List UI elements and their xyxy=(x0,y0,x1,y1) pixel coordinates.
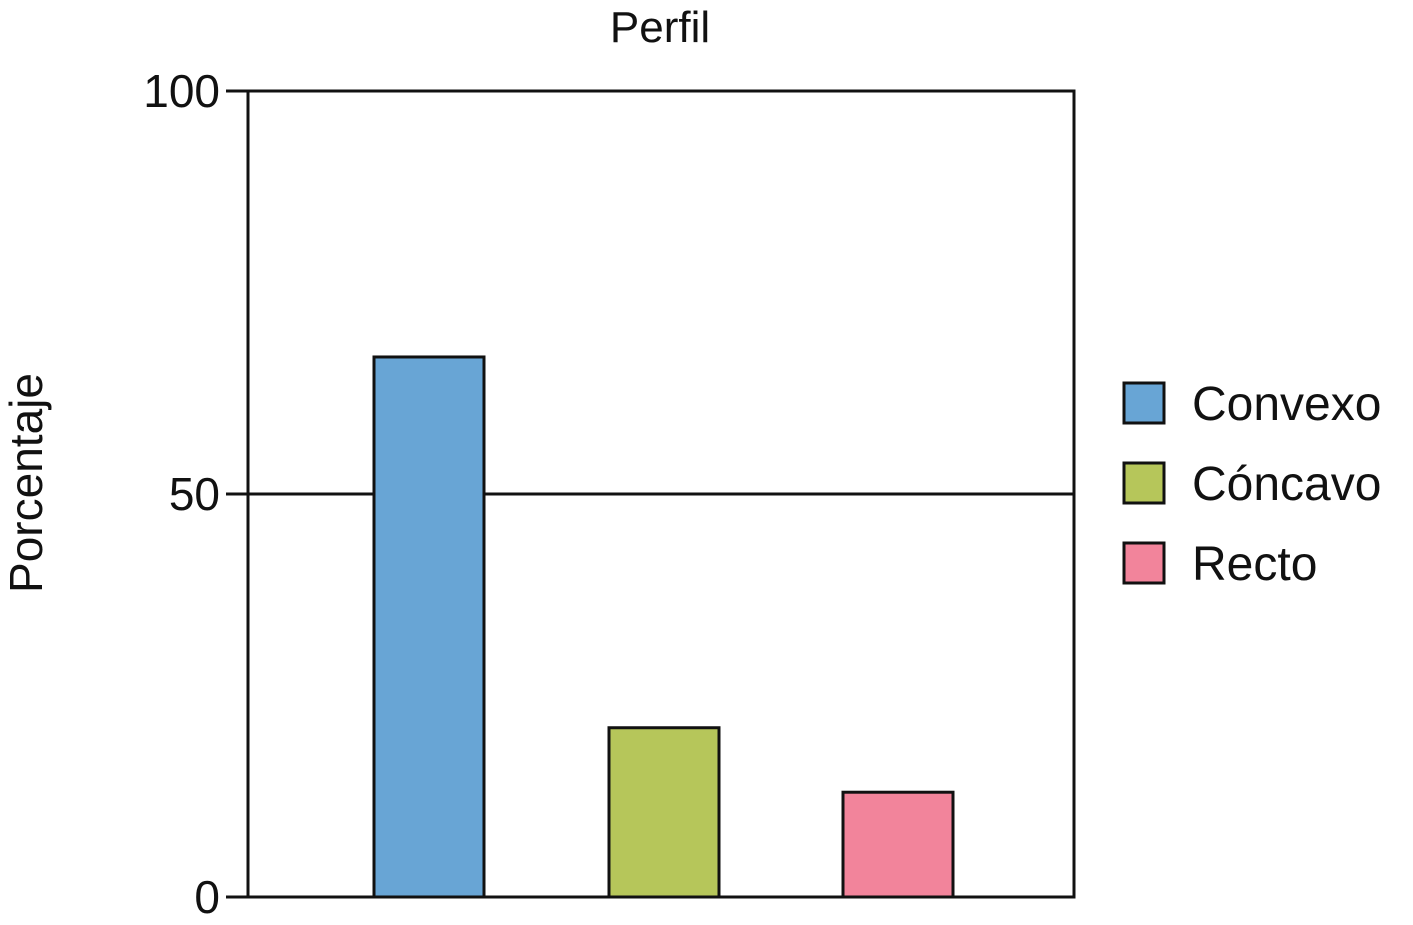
y-tick-label: 50 xyxy=(169,468,220,520)
bar-convexo xyxy=(372,355,486,899)
y-tick-label: 100 xyxy=(143,65,220,117)
y-axis: 0 50 100 xyxy=(143,65,248,923)
legend: Convexo Cóncavo Recto xyxy=(1122,378,1381,591)
legend-label: Cóncavo xyxy=(1192,458,1381,511)
y-tick-label: 0 xyxy=(194,871,220,920)
legend-label: Convexo xyxy=(1192,378,1381,431)
bar-concavo xyxy=(607,726,721,899)
legend-swatch xyxy=(1122,461,1166,505)
legend-label: Recto xyxy=(1192,538,1317,591)
bar-recto xyxy=(841,790,955,899)
y-axis-label: Porcentaje xyxy=(0,373,52,593)
bars-group xyxy=(372,355,955,899)
legend-swatch xyxy=(1122,381,1166,425)
legend-swatch xyxy=(1122,541,1166,585)
chart-title: Perfil xyxy=(610,3,710,52)
